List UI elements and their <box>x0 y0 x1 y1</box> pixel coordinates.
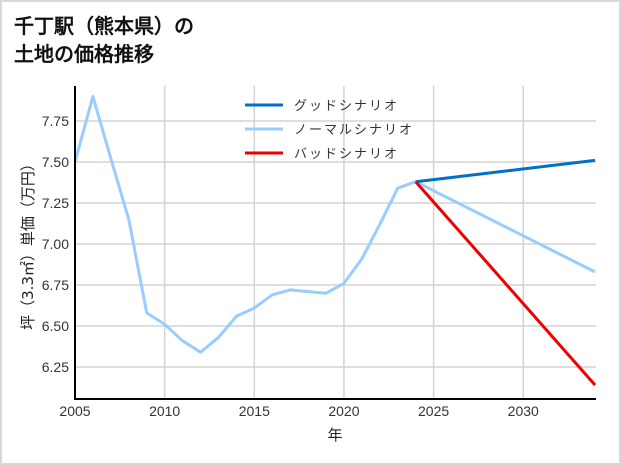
y-tick-label: 6.25 <box>42 359 69 375</box>
grid-lines <box>75 86 596 399</box>
x-tick-label: 2030 <box>508 403 539 419</box>
x-tick-label: 2025 <box>418 403 449 419</box>
x-tick-label: 2015 <box>239 403 270 419</box>
chart-title: 千丁駅（熊本県）の 土地の価格推移 <box>14 14 194 66</box>
tick-labels: 2005 2010 2015 2020 2025 2030 6.25 6.50 6.75 7.00… <box>42 113 539 419</box>
y-tick-label: 7.50 <box>42 154 69 170</box>
x-tick-label: 2020 <box>328 403 359 419</box>
legend-label: バッドシナリオ <box>294 147 399 162</box>
series-line <box>415 158 596 184</box>
series-line <box>73 94 596 354</box>
y-tick-label: 7.25 <box>42 195 69 211</box>
series-line <box>414 180 597 386</box>
x-tick-label: 2010 <box>149 403 180 419</box>
y-tick-label: 7.75 <box>42 113 69 129</box>
legend-label: ノーマルシナリオ <box>294 123 414 138</box>
x-tick-label: 2005 <box>59 403 90 419</box>
y-tick-label: 7.00 <box>42 236 69 252</box>
data-lines <box>73 94 597 386</box>
axes <box>74 86 596 400</box>
y-axis-label: 坪（3.3㎡）単価（万円） <box>19 156 37 330</box>
legend-label: グッドシナリオ <box>294 99 399 114</box>
x-axis-label: 年 <box>327 426 342 444</box>
y-tick-label: 6.75 <box>42 277 69 293</box>
y-tick-label: 6.50 <box>42 318 69 334</box>
